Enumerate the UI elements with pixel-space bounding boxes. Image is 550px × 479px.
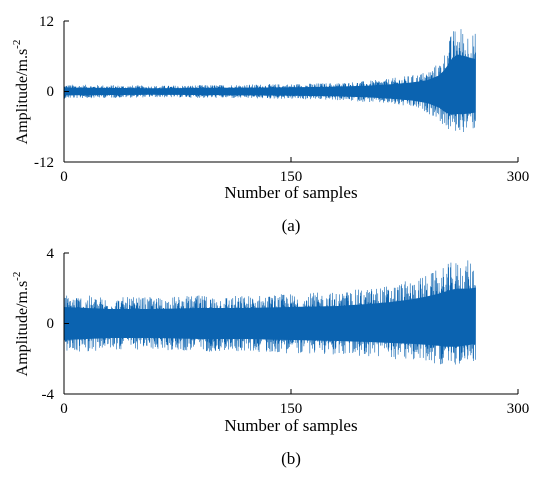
ytick-label-b-bot: -4 [42,387,55,403]
panel-label-b: (b) [281,449,301,468]
xtick-label-a-1: 150 [280,169,303,185]
y-axis-title-a-main: Amplitude/m.s [14,49,31,145]
panel-label-a: (a) [282,216,301,235]
signal-core-band-a [64,54,476,115]
xtick-label-b-0: 0 [60,401,68,417]
xtick-label-a-2: 300 [507,169,530,185]
ytick-label-a-top: 12 [39,14,54,30]
xtick-label-b-2: 300 [507,401,530,417]
ytick-label-b-mid: 0 [47,316,55,332]
signal-core-band-b [64,287,476,347]
x-axis-title-a: Number of samples [224,183,357,202]
y-axis-title-a: Amplitude/m.s-2 [11,40,31,145]
signal-series-b [63,260,476,365]
ytick-label-a-bot: -12 [34,155,54,171]
ytick-label-b-top: 4 [47,246,55,262]
y-axis-title-b-main: Amplitude/m.s [14,281,31,377]
panel-b: 4 0 -4 0 150 300 Number of samples Ampli… [11,246,529,468]
signal-trace-a [63,29,476,133]
signal-trace-b [63,260,476,365]
ytick-label-a-mid: 0 [47,84,55,100]
y-axis-title-b: Amplitude/m.s-2 [11,272,31,377]
xtick-label-b-1: 150 [280,401,303,417]
panel-a: 12 0 -12 0 150 300 Number of samples Amp… [11,14,529,235]
y-axis-title-b-sup: -2 [11,272,23,281]
signal-series-a [63,29,476,133]
y-axis-title-a-sup: -2 [11,40,23,49]
xtick-label-a-0: 0 [60,169,68,185]
x-axis-title-b: Number of samples [224,416,357,435]
